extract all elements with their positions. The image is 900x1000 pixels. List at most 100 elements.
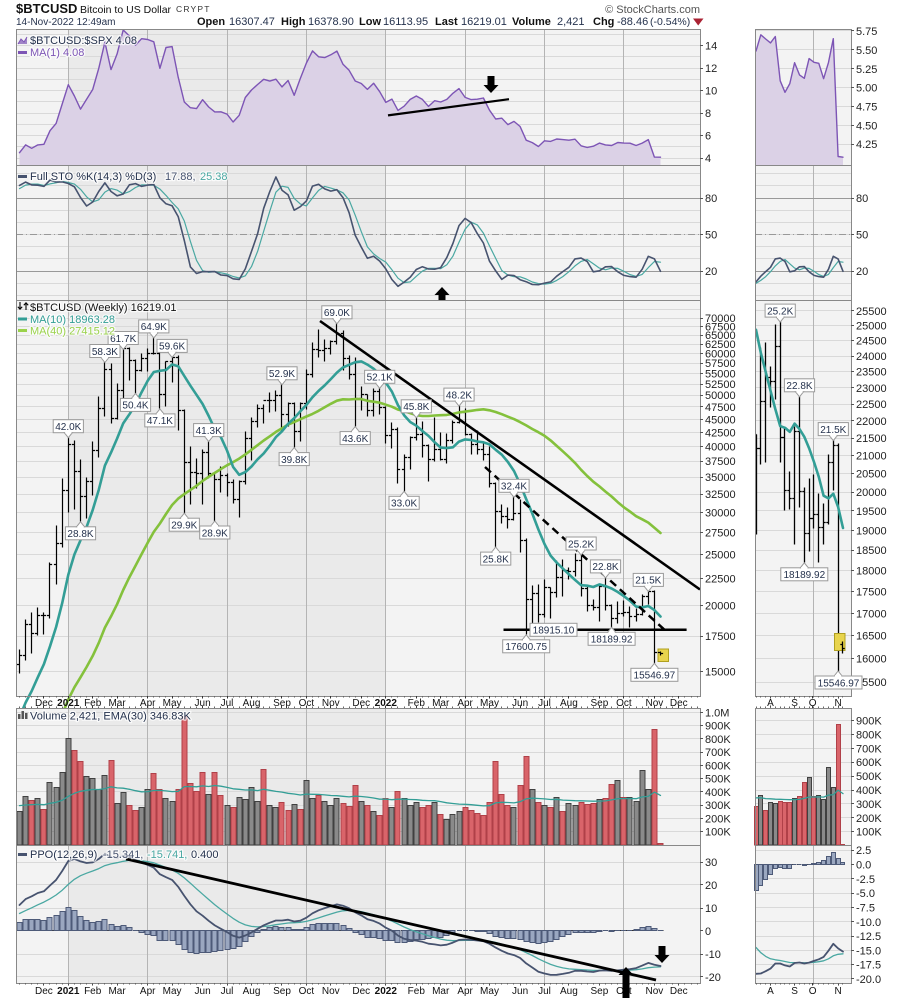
svg-text:16307.47: 16307.47 [229,16,275,28]
svg-text:16113.95: 16113.95 [383,16,428,28]
svg-text:Jul: Jul [221,698,234,709]
svg-text:Sep: Sep [591,986,609,997]
svg-text:2022: 2022 [375,698,398,709]
svg-text:1.0M: 1.0M [705,707,729,719]
svg-text:65000: 65000 [705,330,736,342]
svg-text:PPO(12,26,9): PPO(12,26,9) [30,849,97,861]
svg-text:28.9K: 28.9K [202,528,228,539]
svg-text:17500: 17500 [705,631,736,643]
svg-text:29.9K: 29.9K [171,521,197,532]
svg-text:15500: 15500 [856,677,887,689]
svg-text:16500: 16500 [856,631,887,643]
svg-text:60000: 60000 [705,348,736,360]
svg-text:900K: 900K [856,716,882,728]
svg-text:Aug: Aug [560,986,578,997]
svg-text:MA(40) 27415.12: MA(40) 27415.12 [30,326,115,338]
svg-text:400K: 400K [705,787,731,799]
svg-text:S: S [791,986,798,997]
svg-text:50: 50 [705,230,717,242]
svg-text:5.00: 5.00 [856,83,877,95]
svg-text:5.25: 5.25 [856,64,877,76]
svg-text:-20: -20 [705,972,721,984]
svg-text:Low: Low [359,16,381,28]
svg-text:22000: 22000 [856,416,887,428]
svg-text:52500: 52500 [705,379,736,391]
svg-text:200K: 200K [705,814,731,826]
svg-text:2022: 2022 [375,986,398,997]
svg-text:5.50: 5.50 [856,45,877,57]
svg-text:22.8K: 22.8K [786,381,812,392]
svg-text:19000: 19000 [856,525,887,537]
svg-text:14: 14 [705,41,717,53]
svg-text:20500: 20500 [856,469,887,481]
svg-text:52.9K: 52.9K [269,369,295,380]
svg-text:12: 12 [705,63,717,75]
svg-text:500K: 500K [705,774,731,786]
svg-text:-10.0: -10.0 [856,917,881,929]
svg-text:Sep: Sep [591,698,609,709]
svg-text:Mar: Mar [432,986,450,997]
svg-text:70000: 70000 [705,313,736,325]
svg-text:18189.92: 18189.92 [591,635,633,646]
svg-text:18915.10: 18915.10 [533,626,575,637]
svg-text:Jun: Jun [195,986,211,997]
svg-text:Chg: Chg [593,16,614,28]
svg-text:-15.741,: -15.741, [147,849,187,861]
svg-text:20000: 20000 [856,487,887,499]
svg-text:18500: 18500 [856,545,887,557]
svg-text:4.50: 4.50 [856,120,877,132]
svg-text:25.2K: 25.2K [568,539,594,550]
svg-text:Apr: Apr [140,698,156,709]
svg-text:Open: Open [197,16,225,28]
svg-text:30: 30 [705,857,717,869]
svg-text:16378.90: 16378.90 [308,16,354,28]
svg-text:100K: 100K [856,827,882,839]
svg-text:Bitcoin to US Dollar: Bitcoin to US Dollar [80,4,172,16]
svg-text:800K: 800K [705,734,731,746]
svg-text:0.400: 0.400 [191,849,219,861]
svg-text:21.5K: 21.5K [635,576,661,587]
svg-text:-2.5: -2.5 [856,874,875,886]
svg-text:22.8K: 22.8K [592,562,618,573]
svg-text:$BTCUSD: $BTCUSD [16,1,77,16]
svg-text:21.5K: 21.5K [820,425,846,436]
svg-text:43.6K: 43.6K [342,434,368,445]
svg-text:Sep: Sep [273,986,291,997]
svg-text:32.4K: 32.4K [501,482,527,493]
svg-text:-5.0: -5.0 [856,888,875,900]
svg-text:A: A [767,986,774,997]
svg-text:30000: 30000 [705,507,736,519]
svg-text:Nov: Nov [646,986,664,997]
svg-text:25000: 25000 [705,549,736,561]
svg-text:May: May [163,698,182,709]
svg-text:600K: 600K [705,760,731,772]
svg-text:45000: 45000 [705,414,736,426]
svg-text:Full STO %K(14,3) %D(3): Full STO %K(14,3) %D(3) [30,171,156,183]
svg-text:300K: 300K [705,800,731,812]
svg-text:4: 4 [705,153,711,165]
svg-text:O: O [809,986,817,997]
svg-text:20: 20 [705,266,717,278]
svg-text:700K: 700K [856,743,882,755]
svg-text:50.4K: 50.4K [122,401,148,412]
svg-text:15000: 15000 [705,667,736,679]
svg-text:Dec: Dec [352,986,370,997]
svg-text:Jul: Jul [221,986,234,997]
svg-text:17000: 17000 [856,608,887,620]
svg-text:55000: 55000 [705,368,736,380]
svg-text:Apr: Apr [140,986,156,997]
svg-text:2021: 2021 [57,698,80,709]
svg-text:20000: 20000 [705,601,736,613]
svg-text:Last: Last [435,16,458,28]
svg-text:Aug: Aug [243,698,261,709]
svg-text:O: O [809,698,817,709]
svg-text:200K: 200K [856,813,882,825]
svg-text:42500: 42500 [705,428,736,440]
svg-text:Aug: Aug [243,986,261,997]
svg-text:15546.97: 15546.97 [818,678,860,689]
svg-text:24500: 24500 [856,336,887,348]
svg-text:50000: 50000 [705,390,736,402]
svg-text:45.8K: 45.8K [403,402,429,413]
svg-text:62500: 62500 [705,339,736,351]
svg-text:Oct: Oct [299,698,315,709]
